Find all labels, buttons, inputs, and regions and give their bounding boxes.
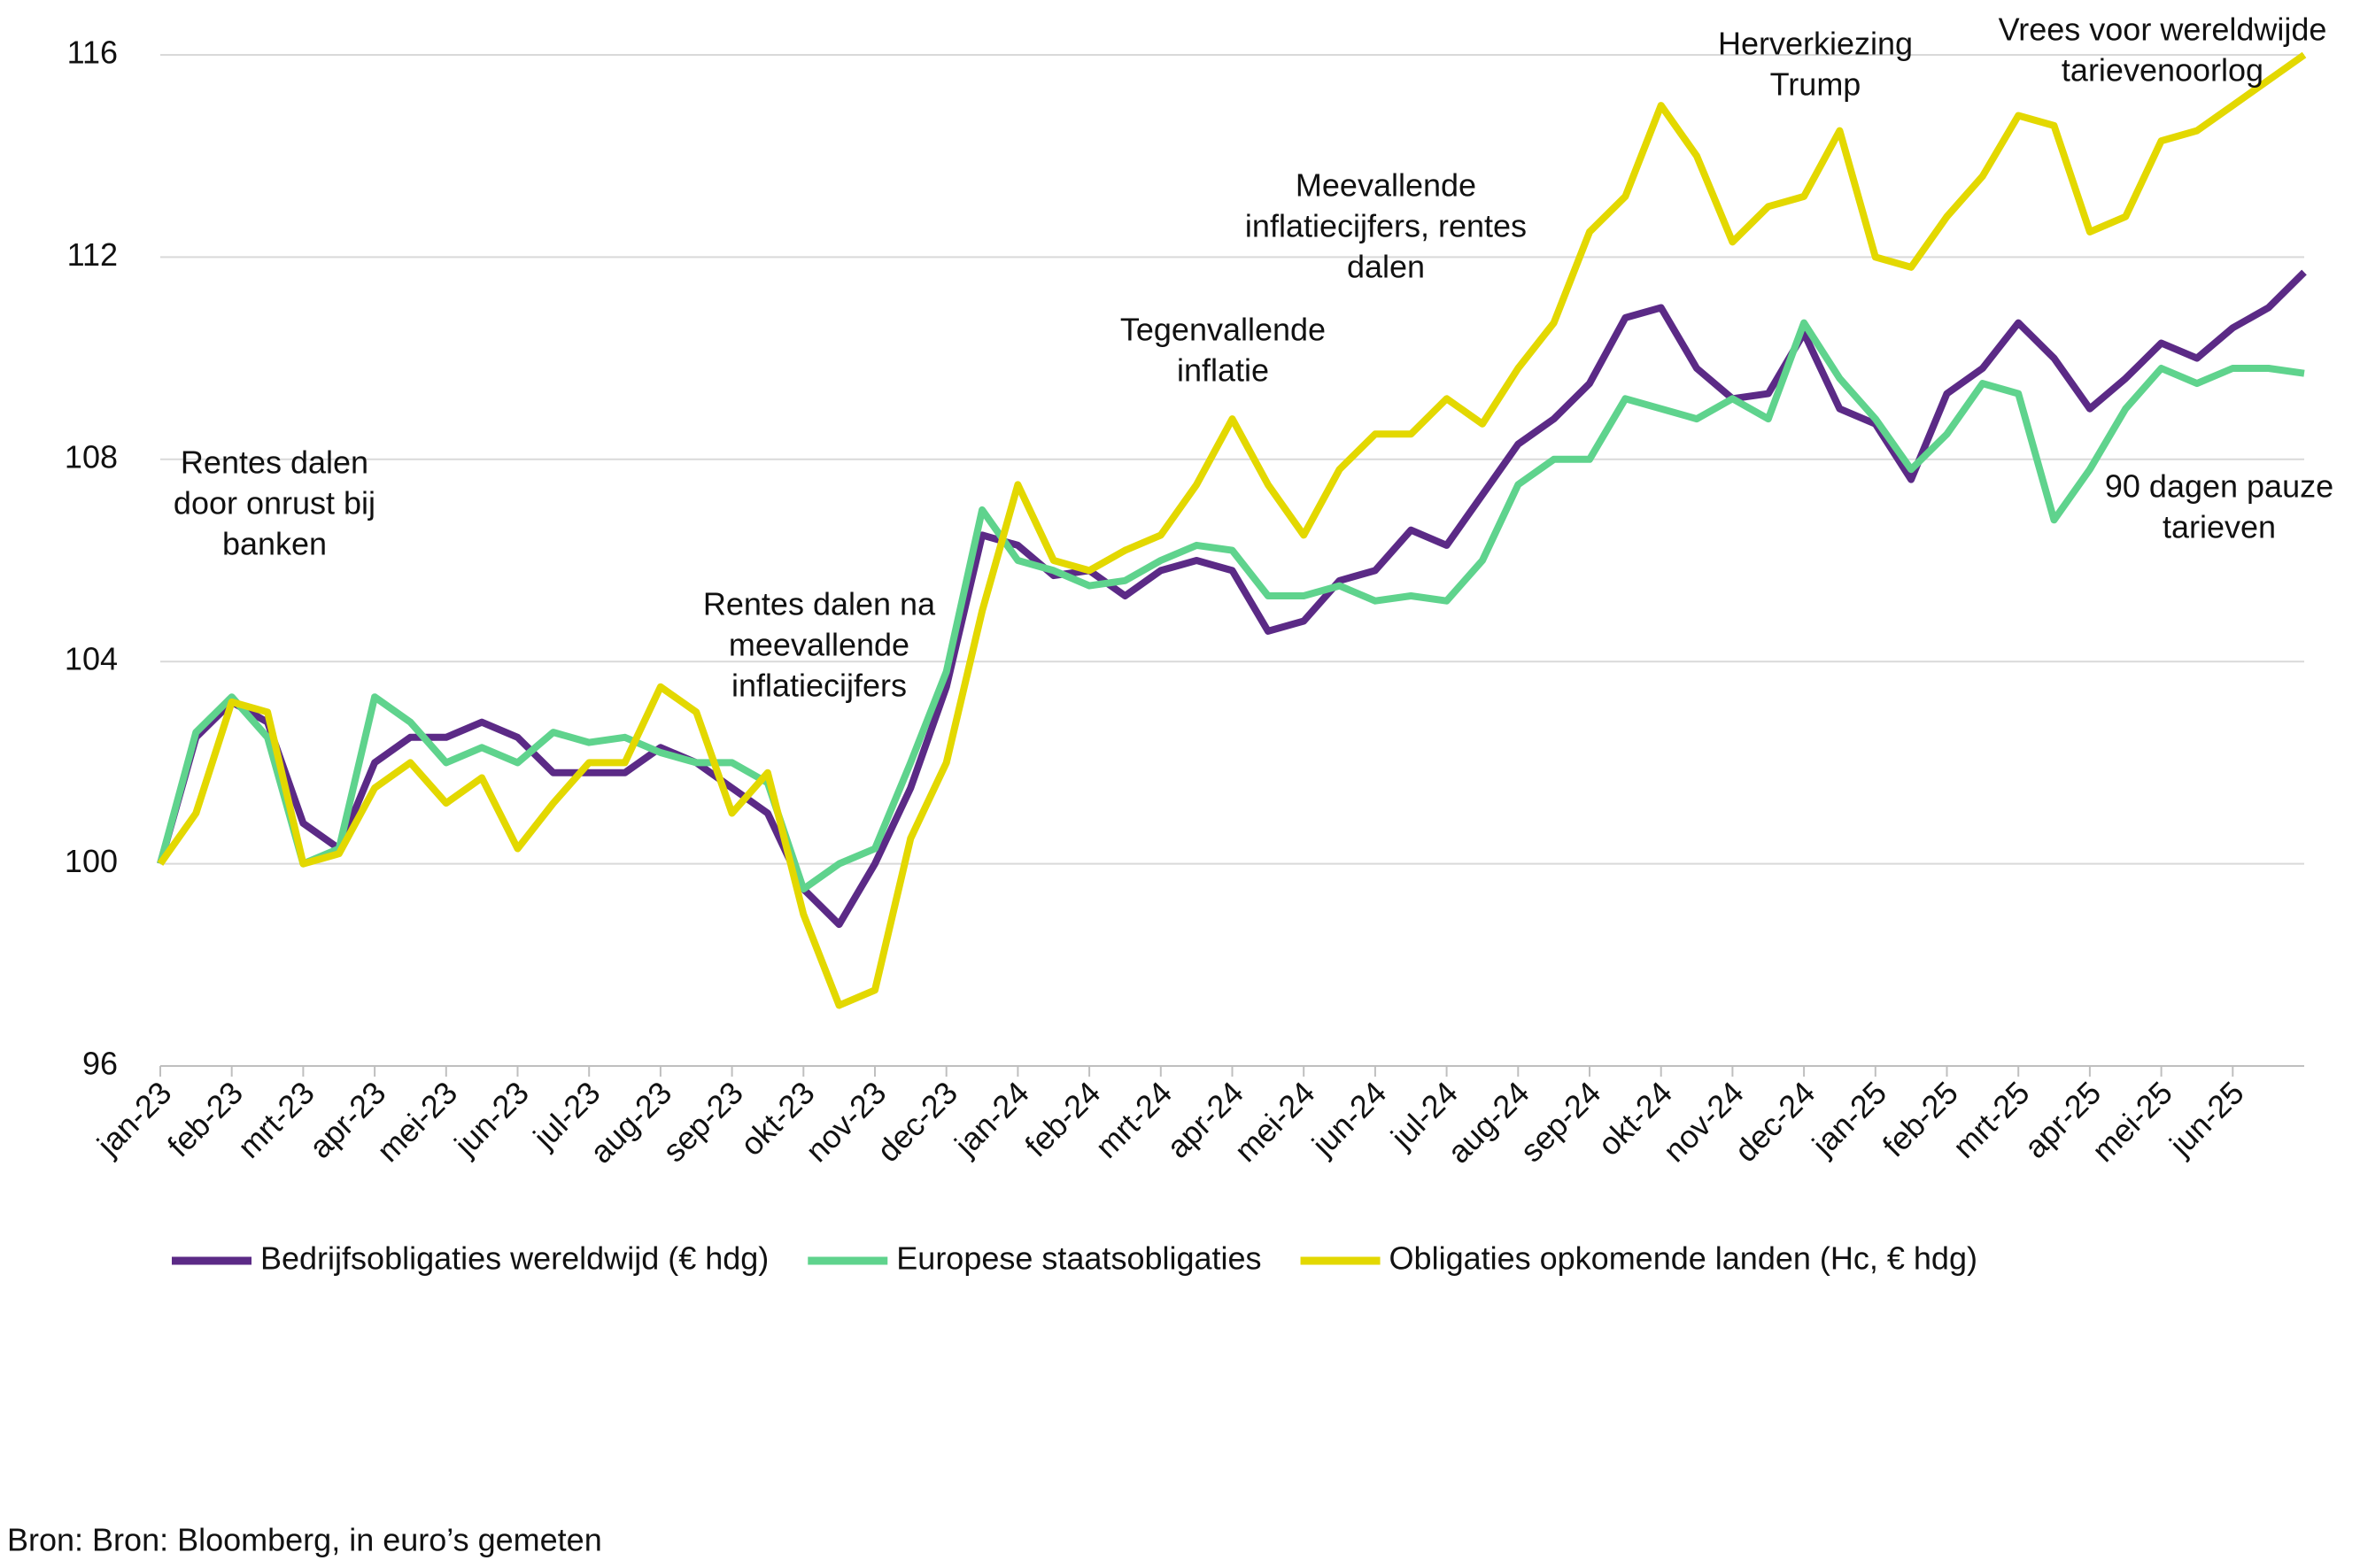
x-tick-label: jan-24 [947, 1074, 1035, 1162]
x-tick-label: mei-25 [2085, 1074, 2179, 1169]
annotation: Tegenvallende [1120, 312, 1326, 348]
annotation: tarieven [2163, 509, 2276, 545]
x-tick-label: jun-25 [2162, 1074, 2250, 1162]
x-tick-label: aug-23 [583, 1074, 678, 1170]
annotation: 90 dagen pauze [2105, 468, 2333, 505]
x-tick-label: jun-23 [446, 1074, 535, 1162]
x-tick-label: mrt-24 [1088, 1074, 1180, 1165]
y-tick-label: 100 [65, 843, 118, 879]
x-tick-label: mrt-23 [230, 1074, 321, 1165]
series-line [157, 319, 2305, 893]
x-tick-label: sep-24 [1513, 1074, 1608, 1169]
x-tick-label: aug-24 [1440, 1074, 1536, 1170]
annotation: inflatiecijfers, rentes [1245, 208, 1527, 244]
x-tick-label: mei-24 [1227, 1074, 1322, 1169]
series-line [157, 269, 2307, 929]
annotation: Rentes dalen na [703, 586, 936, 622]
y-tick-label: 112 [67, 236, 118, 273]
x-tick-label: jan-25 [1805, 1074, 1893, 1162]
annotation: tarievenoorlog [2062, 52, 2263, 89]
x-tick-label: nov-24 [1656, 1074, 1751, 1169]
annotation: inflatie [1177, 352, 1269, 389]
x-tick-label: jan-23 [89, 1074, 178, 1162]
series-line [157, 51, 2307, 1009]
x-tick-label: feb-25 [1876, 1074, 1965, 1163]
x-tick-label: nov-23 [799, 1074, 894, 1169]
annotation: inflatiecijfers [731, 668, 907, 704]
annotation: dalen [1347, 249, 1425, 285]
source: Bron: Bron: Bloomberg, in euro’s gemeten [7, 1522, 602, 1558]
annotation: banken [222, 526, 327, 562]
annotation: Vrees voor wereldwijde [1999, 12, 2327, 48]
annotation: Rentes dalen [181, 444, 368, 481]
x-tick-label: dec-24 [1728, 1074, 1822, 1169]
y-tick-label: 96 [82, 1046, 118, 1082]
annotation: door onrust bij [174, 485, 375, 521]
legend-label: Bedrijfsobligaties wereldwijd (€ hdg) [260, 1240, 769, 1277]
x-tick-label: dec-23 [870, 1074, 964, 1169]
x-tick-label: feb-23 [160, 1074, 250, 1163]
y-tick-label: 116 [67, 35, 118, 71]
x-tick-label: feb-24 [1018, 1074, 1107, 1163]
legend-label: Europese staatsobligaties [896, 1240, 1261, 1277]
y-tick-label: 104 [65, 641, 118, 677]
legend-label: Obligaties opkomende landen (Hc, € hdg) [1389, 1240, 1977, 1277]
annotation: meevallende [729, 627, 909, 663]
y-tick-label: 108 [65, 438, 118, 475]
annotation: Meevallende [1296, 167, 1476, 204]
x-tick-label: sep-23 [655, 1074, 750, 1169]
x-tick-label: jun-24 [1304, 1074, 1393, 1162]
annotation: Trump [1770, 66, 1861, 103]
annotation: Herverkiezing [1718, 26, 1913, 62]
x-tick-label: mrt-25 [1946, 1074, 2037, 1165]
x-tick-label: mei-23 [369, 1074, 464, 1169]
